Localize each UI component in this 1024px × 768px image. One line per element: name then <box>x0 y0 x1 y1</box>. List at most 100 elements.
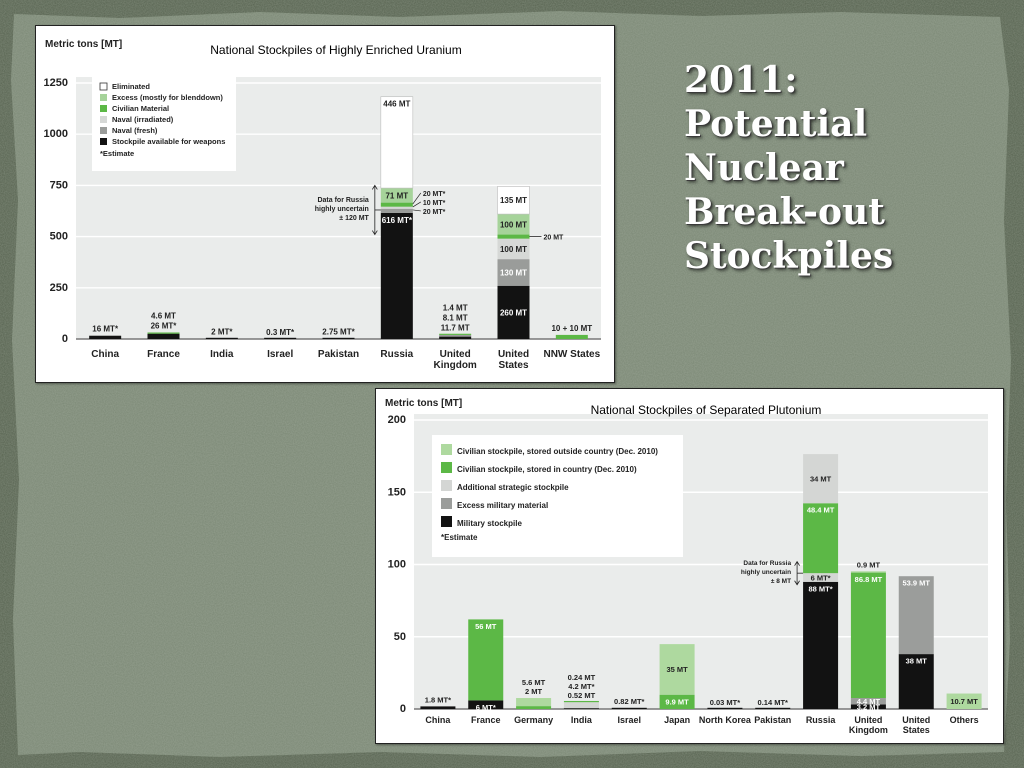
legend-label: Civilian stockpile, stored in country (D… <box>457 465 637 474</box>
y-tick-label: 150 <box>388 486 406 498</box>
x-tick-label: States <box>498 360 528 371</box>
legend-label: Civilian Material <box>112 104 169 113</box>
bar-segment <box>322 337 355 339</box>
x-tick-label: Kingdom <box>434 360 477 371</box>
data-label: 2 MT <box>525 687 543 696</box>
chart-title: National Stockpiles of Highly Enriched U… <box>210 43 461 57</box>
legend-box <box>432 435 683 557</box>
bar-segment <box>264 337 297 339</box>
x-tick-label: France <box>471 715 501 725</box>
data-label: 48.4 MT <box>807 506 835 515</box>
legend-swatch <box>441 444 452 455</box>
x-tick-label: Pakistan <box>754 715 791 725</box>
data-label: 616 MT* <box>382 216 413 225</box>
x-tick-label: India <box>210 349 234 360</box>
y-tick-label: 500 <box>50 231 68 243</box>
x-tick-label: China <box>91 349 119 360</box>
bar-segment <box>755 707 791 709</box>
legend-swatch <box>441 498 452 509</box>
y-tick-label: 750 <box>50 179 68 191</box>
legend-label: Stockpile available for weapons <box>112 137 225 146</box>
legend-label: Excess military material <box>457 501 548 510</box>
data-label: 38 MT <box>906 657 928 666</box>
bar-segment <box>497 259 530 286</box>
y-tick-label: 100 <box>388 559 406 571</box>
data-label: 9.9 MT <box>665 698 689 707</box>
leader-line <box>412 201 422 208</box>
data-label: 3.2 MT <box>857 702 881 711</box>
uncertainty-arrow <box>794 560 800 586</box>
data-label: 10 MT* <box>423 200 446 207</box>
slide-title-line: Stockpiles <box>684 235 894 277</box>
y-tick-label: 50 <box>394 631 406 643</box>
uncertainty-note-line: Data for Russia <box>317 197 368 204</box>
data-label: 26 MT* <box>151 322 178 331</box>
data-label: 2.75 MT* <box>322 327 355 336</box>
bar-segment <box>659 644 695 695</box>
legend-swatch <box>100 138 107 145</box>
data-label: 34 MT <box>810 474 832 483</box>
bar-segment <box>147 332 180 334</box>
x-tick-label: United <box>854 715 882 725</box>
bar-segment <box>380 96 414 189</box>
uncertainty-note-line: ± 120 MT <box>339 215 369 222</box>
uncertainty-note-line: highly uncertain <box>741 569 791 576</box>
bar-segment <box>516 706 552 709</box>
legend-label: Excess (mostly for blenddown) <box>112 93 223 102</box>
bar-segment <box>803 573 839 582</box>
data-label: 100 MT <box>500 245 527 254</box>
x-tick-label: United <box>440 349 471 360</box>
x-tick-label: Israel <box>617 715 641 725</box>
data-label: 71 MT <box>385 191 408 200</box>
x-tick-label: Japan <box>664 715 690 725</box>
bar-segment <box>147 333 180 339</box>
plutonium-chart: 0 50 100 150 200 Metric tons [MT] National Sto… <box>385 398 988 735</box>
chart-title: National Stockpiles of Separated Plutoni… <box>591 403 822 417</box>
slide-title-line: Nuclear <box>684 147 844 189</box>
legend-label: Military stockpile <box>457 519 522 528</box>
data-label: 135 MT <box>500 196 527 205</box>
y-tick-label: 1250 <box>44 77 68 89</box>
data-label: 35 MT <box>666 665 688 674</box>
bar-segment <box>439 334 472 337</box>
bar-segment <box>659 694 695 709</box>
bar-segment <box>89 335 122 339</box>
slide-title: 2011: Potential Nuclear Break-out Stockp… <box>684 58 1004 278</box>
data-label: 6 MT* <box>476 703 496 712</box>
x-tick-label: Germany <box>514 715 553 725</box>
legend-label: Naval (irradiated) <box>112 115 174 124</box>
bar-segment <box>563 707 599 709</box>
bar-segment <box>850 572 886 699</box>
x-tick-label: Pakistan <box>318 349 359 360</box>
bar-segment <box>516 698 552 707</box>
x-tick-label: United <box>902 715 930 725</box>
y-axis-label: Metric tons [MT] <box>45 39 122 50</box>
bar-segment <box>497 285 530 339</box>
data-label: 10.7 MT <box>950 697 978 706</box>
bar-segment <box>803 503 839 574</box>
heu-chart: 0 250 500 750 1000 1250 Metric tons [MT] Nation… <box>44 39 601 371</box>
data-label: 1.8 MT* <box>425 695 451 704</box>
bar-segment <box>803 581 839 709</box>
uncertainty-note-line: ± 8 MT <box>771 578 791 585</box>
x-tick-label: China <box>425 715 451 725</box>
bar-segment <box>898 654 934 709</box>
data-label: 16 MT* <box>92 325 119 334</box>
data-label: 20 MT* <box>423 209 446 216</box>
data-label: 10 + 10 MT <box>551 324 592 333</box>
data-label: 0.82 MT* <box>614 697 645 706</box>
y-tick-label: 200 <box>388 414 406 426</box>
legend-swatch <box>99 82 108 91</box>
legend-swatch <box>100 105 107 112</box>
slide-title-line: Break-out <box>684 191 885 233</box>
x-tick-label: India <box>571 715 593 725</box>
x-tick-label: France <box>147 349 180 360</box>
legend-swatch <box>100 127 107 134</box>
legend-label: Civilian stockpile, stored outside count… <box>457 447 658 456</box>
y-tick-label: 250 <box>50 282 68 294</box>
x-tick-label: Israel <box>267 349 293 360</box>
data-label: 2 MT* <box>211 328 233 337</box>
bar-segment <box>850 571 886 573</box>
x-tick-label: United <box>498 349 529 360</box>
data-label: 11.7 MT <box>441 324 470 333</box>
